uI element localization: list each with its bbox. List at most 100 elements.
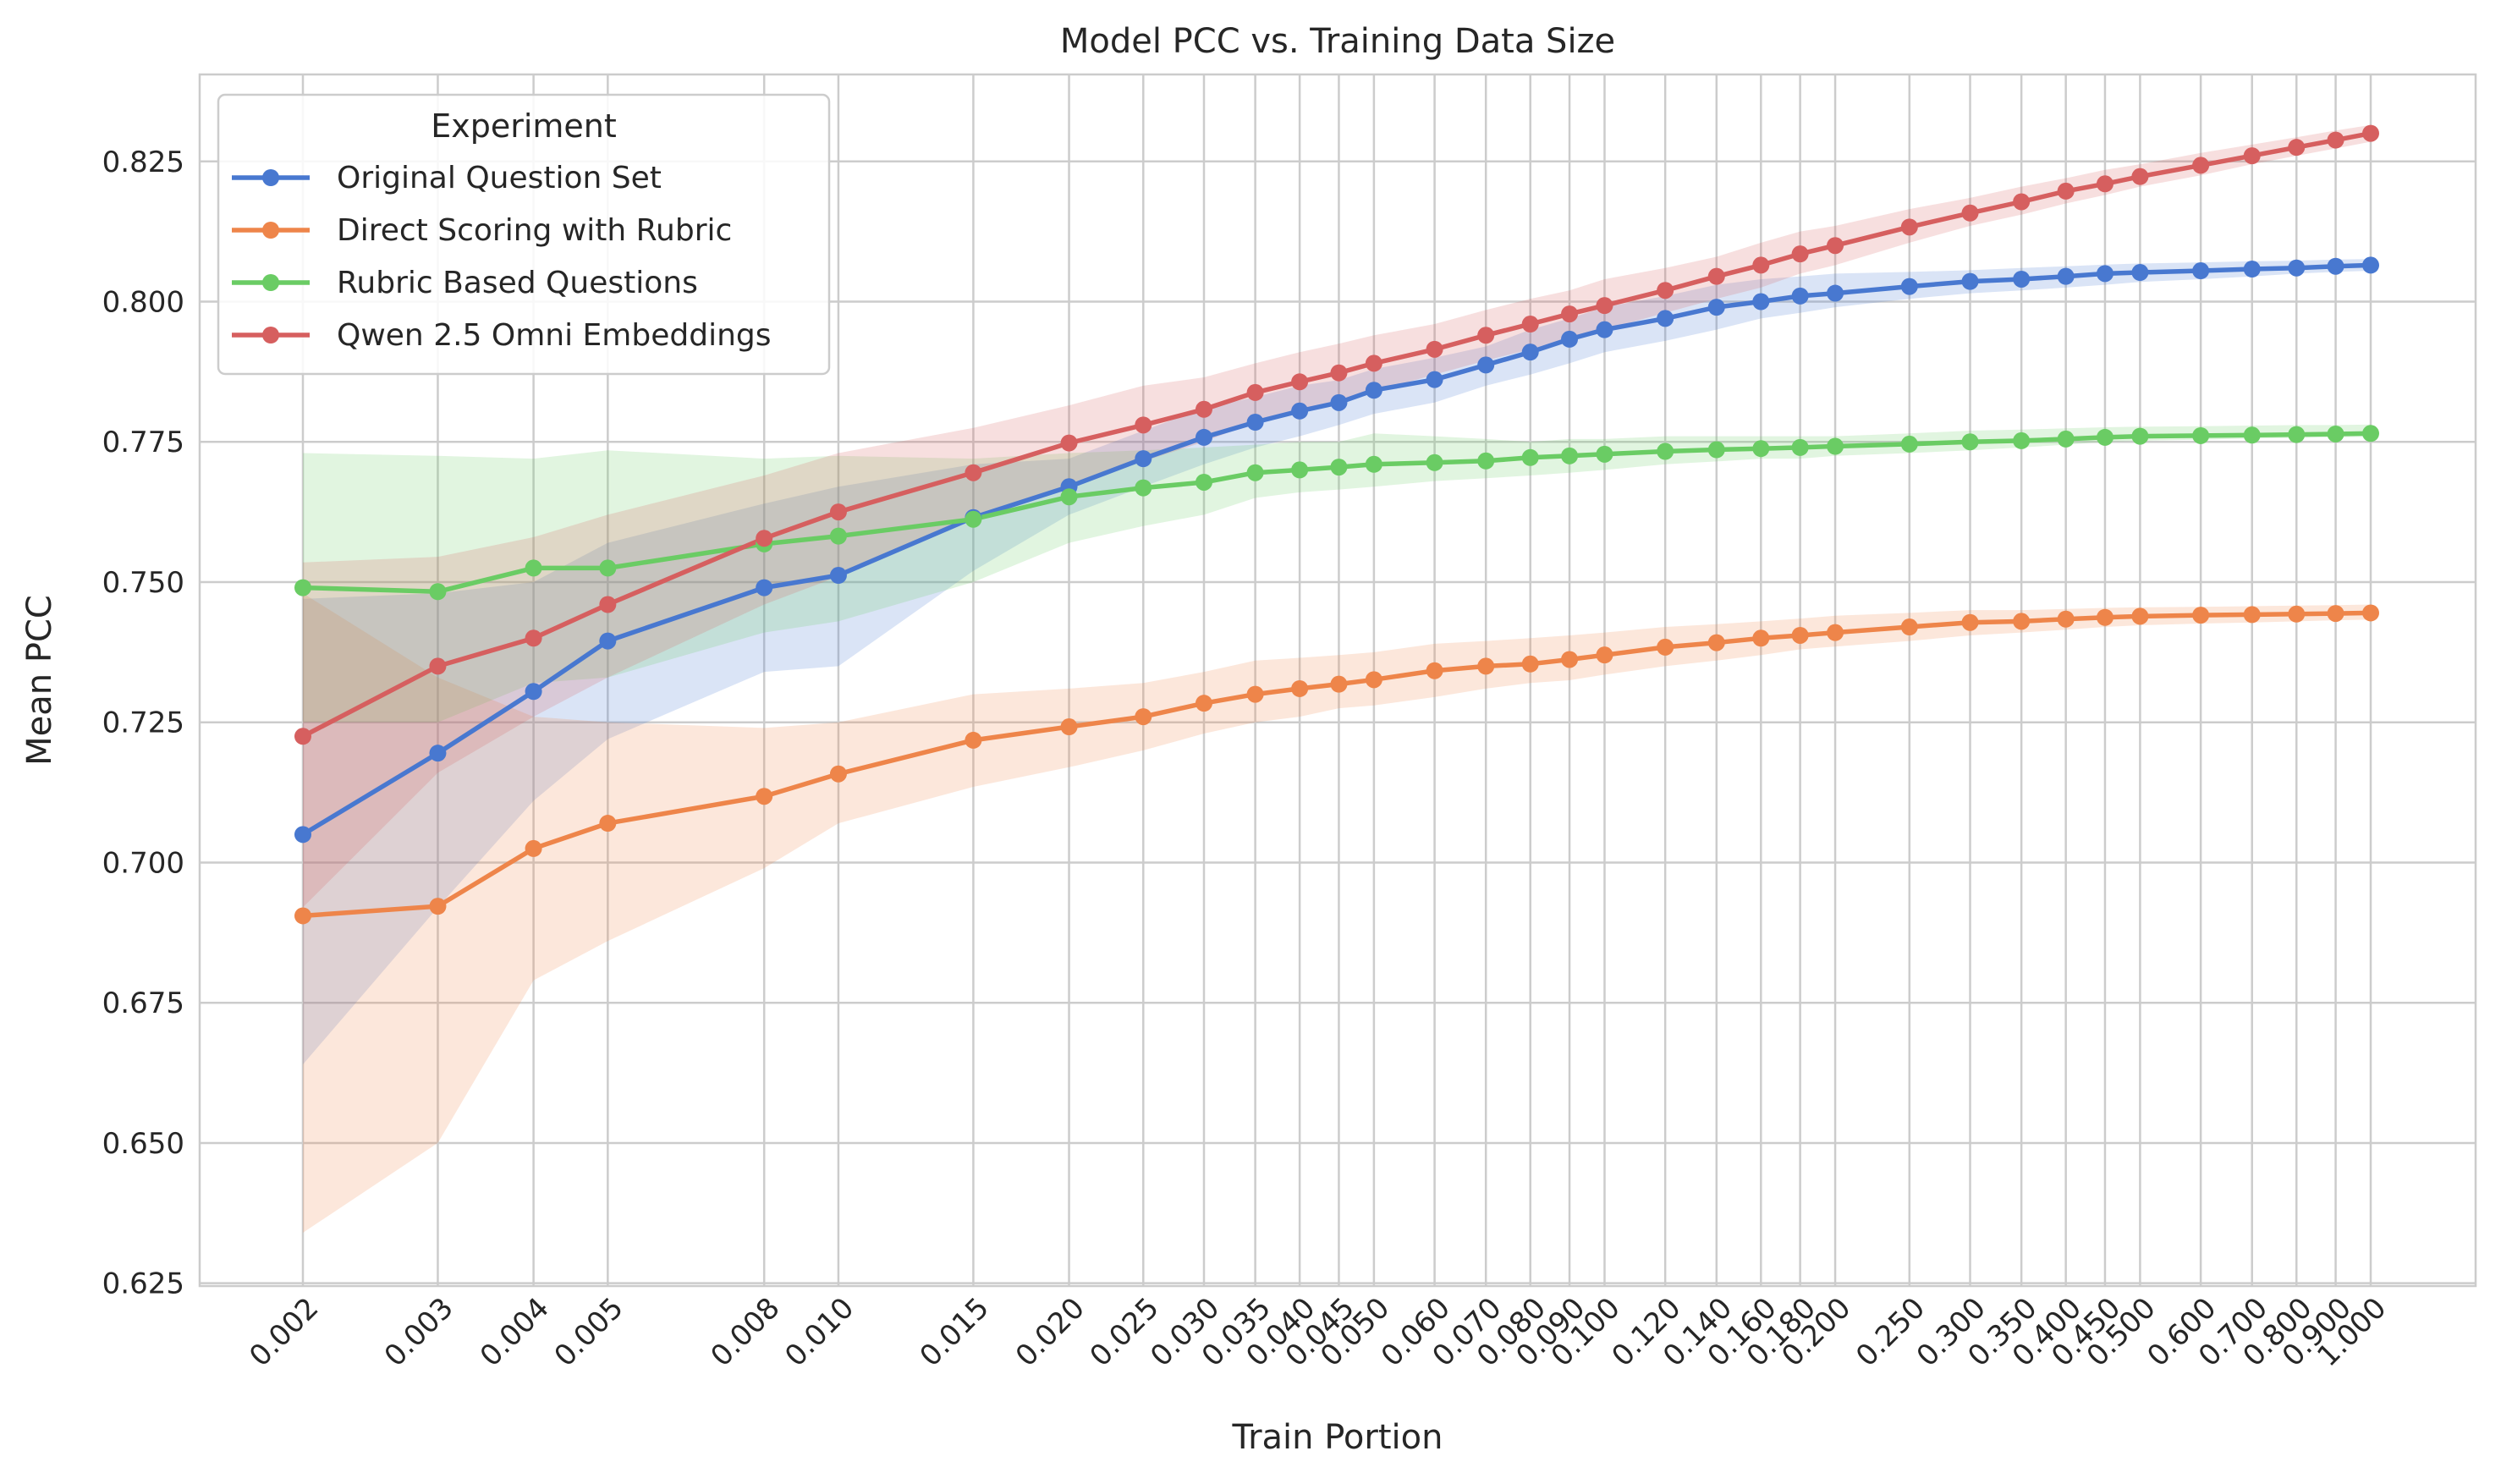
- data-point: [525, 839, 542, 857]
- data-point: [1561, 305, 1579, 323]
- data-point: [2362, 425, 2379, 442]
- data-point: [1246, 685, 1264, 703]
- data-point: [1561, 651, 1579, 668]
- y-tick-label: 0.675: [102, 987, 184, 1020]
- data-point: [1365, 382, 1382, 399]
- data-point: [2013, 193, 2031, 211]
- y-tick-label: 0.825: [102, 146, 184, 179]
- data-point: [1791, 287, 1809, 305]
- y-tick-label: 0.725: [102, 706, 184, 740]
- data-point: [1521, 344, 1539, 361]
- data-point: [1135, 450, 1152, 468]
- data-point: [1961, 433, 1979, 451]
- data-point: [2013, 431, 2031, 449]
- data-point: [2131, 168, 2149, 185]
- data-point: [294, 728, 311, 745]
- legend-items: Original Question Set Direct Scoring with…: [232, 161, 772, 353]
- data-point: [1596, 297, 1613, 315]
- data-point: [525, 629, 542, 647]
- data-point: [1707, 634, 1725, 651]
- data-point: [1330, 364, 1348, 382]
- data-point: [2131, 607, 2149, 625]
- data-point: [2362, 124, 2379, 142]
- data-point: [1900, 618, 1918, 636]
- data-point: [1707, 299, 1725, 316]
- data-point: [525, 559, 542, 577]
- data-point: [2096, 265, 2113, 283]
- data-point: [2327, 425, 2344, 442]
- confidence-band: [303, 259, 2371, 1065]
- legend: Experiment Original Question Set Direct S…: [217, 93, 831, 376]
- data-point: [2243, 426, 2261, 444]
- data-point: [1477, 327, 1495, 344]
- data-point: [1135, 416, 1152, 434]
- data-point: [1707, 441, 1725, 459]
- data-point: [1657, 638, 1674, 656]
- data-point: [599, 596, 617, 613]
- data-point: [1135, 708, 1152, 726]
- data-point: [1246, 383, 1264, 401]
- data-point: [2288, 259, 2306, 277]
- data-point: [2057, 182, 2075, 200]
- y-tick-label: 0.700: [102, 846, 184, 880]
- data-point: [2192, 426, 2210, 444]
- data-point: [1060, 488, 1078, 506]
- data-point: [1365, 455, 1382, 473]
- legend-title: Experiment: [431, 107, 617, 145]
- data-point: [1827, 624, 1844, 641]
- legend-swatch-marker: [262, 327, 279, 344]
- data-point: [2096, 428, 2113, 446]
- data-point: [2327, 257, 2344, 275]
- data-point: [2288, 139, 2306, 157]
- legend-entry: Direct Scoring with Rubric: [337, 213, 732, 248]
- data-point: [829, 527, 847, 545]
- data-point: [756, 579, 773, 596]
- data-point: [965, 731, 982, 749]
- data-point: [829, 765, 847, 783]
- data-point: [1195, 400, 1212, 418]
- data-point: [1330, 459, 1348, 476]
- data-point: [1596, 321, 1613, 338]
- data-point: [829, 503, 847, 521]
- y-axis-label: Mean PCC: [20, 595, 59, 766]
- data-point: [1291, 461, 1309, 479]
- legend-entry: Qwen 2.5 Omni Embeddings: [337, 318, 772, 353]
- data-point: [429, 583, 447, 601]
- data-point: [1060, 718, 1078, 736]
- data-point: [2243, 261, 2261, 278]
- data-point: [965, 510, 982, 528]
- data-point: [2057, 430, 2075, 448]
- data-point: [2192, 157, 2210, 174]
- data-point: [1330, 675, 1348, 693]
- data-point: [1246, 414, 1264, 431]
- data-point: [1657, 310, 1674, 327]
- data-point: [429, 745, 447, 762]
- data-point: [2243, 606, 2261, 624]
- data-point: [294, 579, 311, 596]
- confidence-band: [303, 593, 2371, 1233]
- y-axis-ticks: 0.625 0.650 0.675 0.700 0.725 0.750 0.775 0.800…: [102, 146, 184, 1301]
- data-point: [294, 907, 311, 925]
- data-point: [1596, 445, 1613, 463]
- data-point: [1657, 442, 1674, 460]
- data-point: [429, 657, 447, 675]
- data-point: [294, 826, 311, 844]
- data-point: [1477, 356, 1495, 374]
- data-point: [2288, 605, 2306, 623]
- series-points: [294, 124, 2379, 925]
- legend-swatch-marker: [262, 222, 279, 239]
- data-point: [2013, 270, 2031, 288]
- data-point: [1596, 646, 1613, 664]
- data-point: [1291, 373, 1309, 391]
- data-point: [2057, 267, 2075, 285]
- data-point: [1477, 452, 1495, 470]
- data-point: [1521, 316, 1539, 333]
- data-point: [2192, 262, 2210, 280]
- confidence-band: [303, 124, 2371, 908]
- data-point: [1561, 447, 1579, 464]
- data-point: [1657, 282, 1674, 300]
- data-point: [1246, 464, 1264, 481]
- data-point: [2288, 426, 2306, 443]
- confidence-bands: [303, 124, 2371, 1233]
- data-point: [1900, 278, 1918, 295]
